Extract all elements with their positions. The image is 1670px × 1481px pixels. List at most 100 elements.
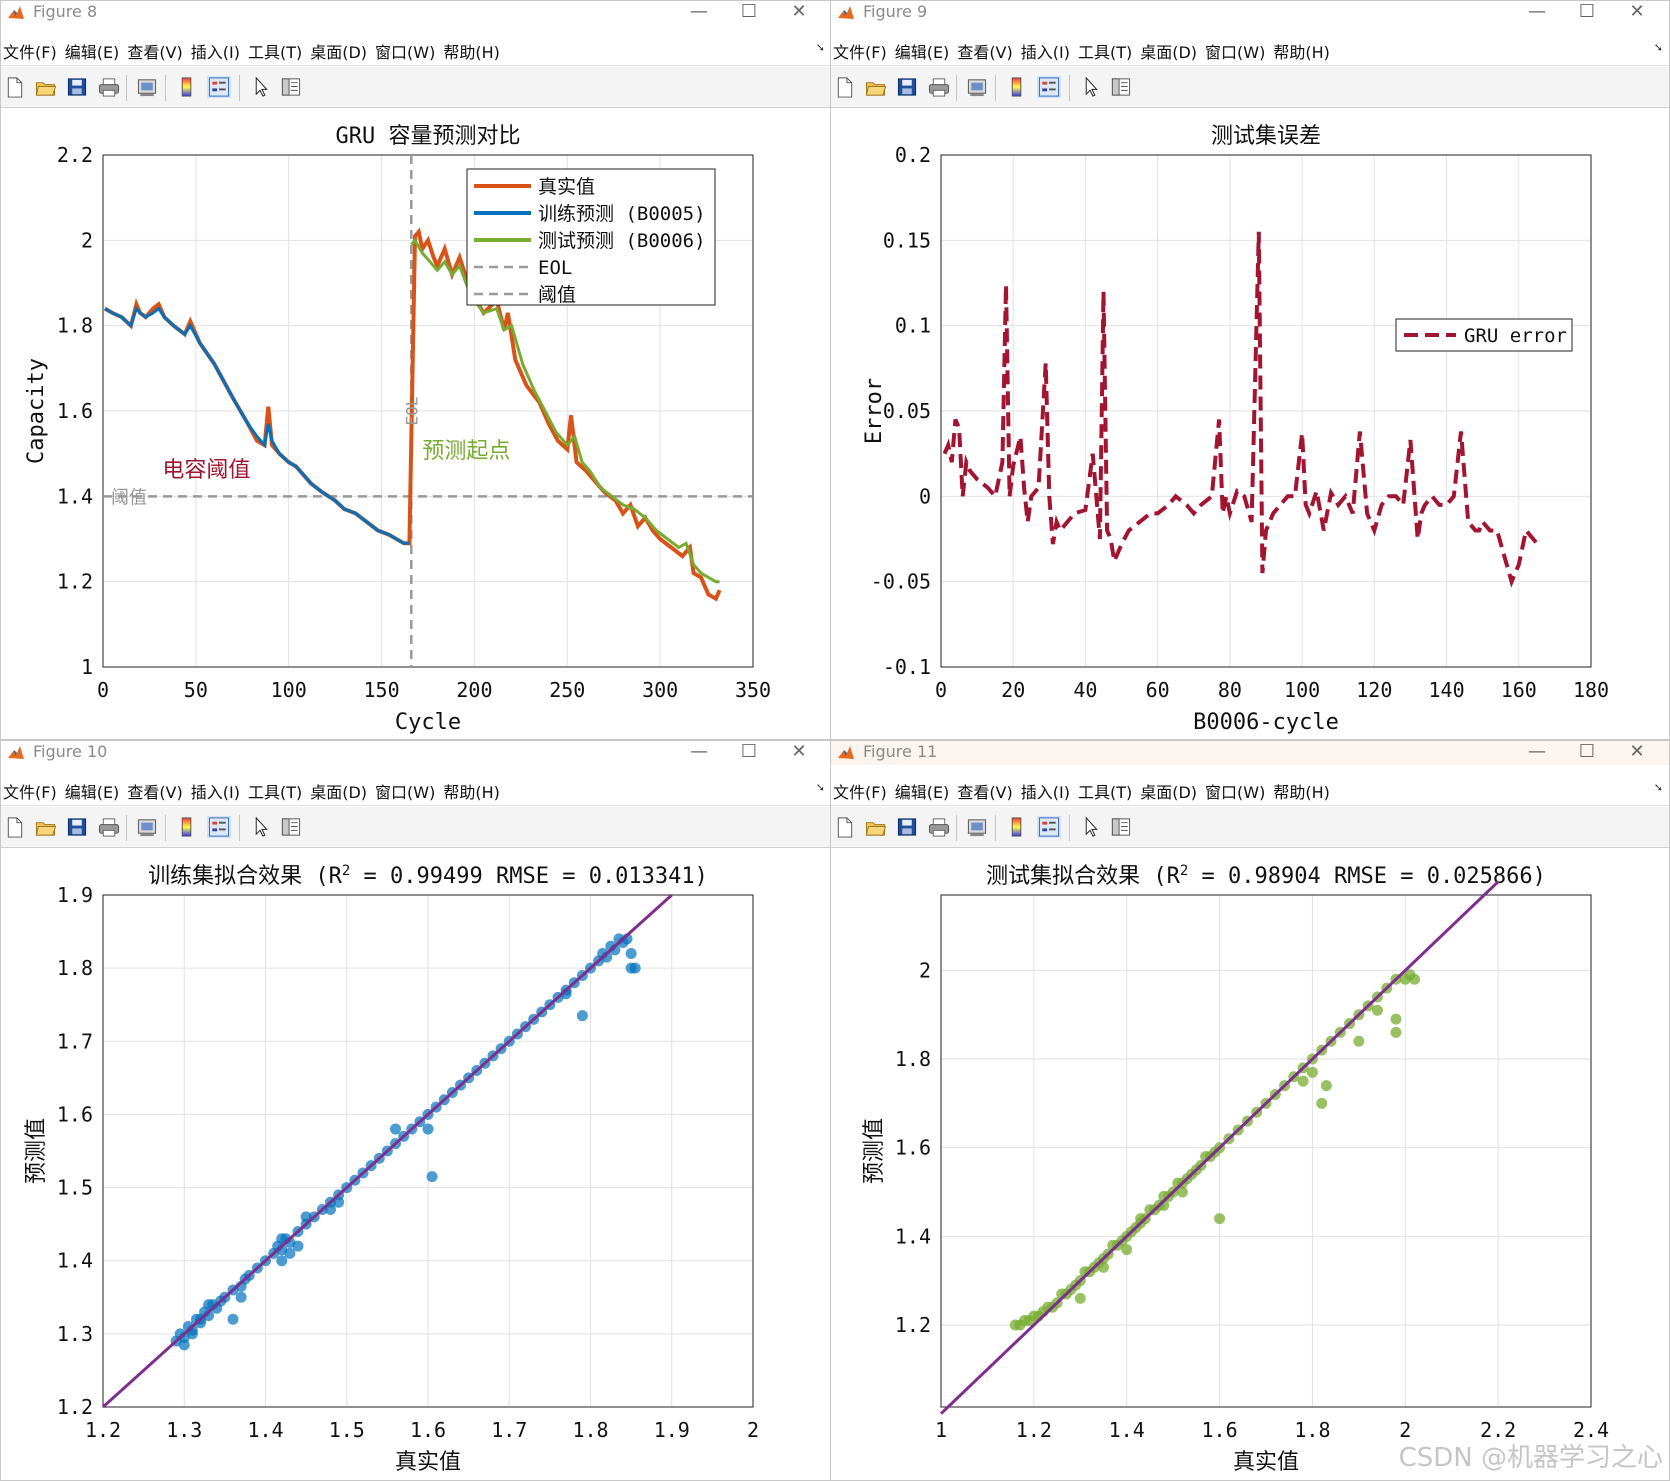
menu-view[interactable]: 查看(V) bbox=[127, 783, 183, 802]
colorbar-icon[interactable] bbox=[175, 816, 199, 838]
menu-insert[interactable]: 插入(I) bbox=[1020, 43, 1070, 62]
open-folder-icon[interactable] bbox=[34, 76, 58, 98]
figure-window-11[interactable]: Figure 11 — ☐ ✕ 文件(F) 编辑(E) 查看(V) 插入(I) 工具(T… bbox=[830, 740, 1670, 1481]
menu-insert[interactable]: 插入(I) bbox=[190, 783, 240, 802]
menu-desktop[interactable]: 桌面(D) bbox=[310, 783, 368, 802]
x-tick-label: 150 bbox=[364, 678, 400, 702]
title-bar[interactable]: Figure 10 — ☐ ✕ bbox=[1, 741, 831, 765]
close-button[interactable]: ✕ bbox=[791, 1, 807, 22]
menu-help[interactable]: 帮助(H) bbox=[1273, 783, 1330, 802]
save-icon[interactable] bbox=[65, 76, 89, 98]
save-icon[interactable] bbox=[895, 816, 919, 838]
menu-tools[interactable]: 工具(T) bbox=[247, 783, 303, 802]
x-tick-label: 1.6 bbox=[410, 1418, 446, 1442]
new-file-icon[interactable] bbox=[3, 816, 27, 838]
colorbar-icon[interactable] bbox=[1005, 76, 1029, 98]
property-inspector-icon[interactable] bbox=[1109, 76, 1133, 98]
property-inspector-icon[interactable] bbox=[1109, 816, 1133, 838]
menu-window[interactable]: 窗口(W) bbox=[375, 783, 436, 802]
data-point bbox=[276, 1255, 288, 1267]
menu-tools[interactable]: 工具(T) bbox=[247, 43, 303, 62]
menu-file[interactable]: 文件(F) bbox=[833, 783, 887, 802]
menu-tools[interactable]: 工具(T) bbox=[1077, 43, 1133, 62]
close-button[interactable]: ✕ bbox=[1629, 741, 1645, 762]
x-tick-label: 1.3 bbox=[166, 1418, 202, 1442]
title-bar[interactable]: Figure 9 — ☐ ✕ bbox=[831, 1, 1669, 25]
menu-edit[interactable]: 编辑(E) bbox=[894, 43, 950, 62]
menu-insert[interactable]: 插入(I) bbox=[190, 43, 240, 62]
print-preview-icon[interactable] bbox=[135, 76, 159, 98]
menu-edit[interactable]: 编辑(E) bbox=[64, 783, 120, 802]
print-icon[interactable] bbox=[927, 816, 951, 838]
menu-window[interactable]: 窗口(W) bbox=[1205, 783, 1266, 802]
close-button[interactable]: ✕ bbox=[791, 741, 807, 762]
open-folder-icon[interactable] bbox=[34, 816, 58, 838]
open-folder-icon[interactable] bbox=[864, 816, 888, 838]
colorbar-icon[interactable] bbox=[175, 76, 199, 98]
close-button[interactable]: ✕ bbox=[1629, 1, 1645, 22]
open-folder-icon[interactable] bbox=[864, 76, 888, 98]
minimize-button[interactable]: — bbox=[1528, 1, 1546, 22]
menu-view[interactable]: 查看(V) bbox=[957, 783, 1013, 802]
save-icon[interactable] bbox=[65, 816, 89, 838]
maximize-button[interactable]: ☐ bbox=[740, 741, 758, 762]
new-file-icon[interactable] bbox=[833, 76, 857, 98]
new-file-icon[interactable] bbox=[833, 816, 857, 838]
title-bar[interactable]: Figure 11 — ☐ ✕ bbox=[831, 741, 1669, 765]
new-file-icon[interactable] bbox=[3, 76, 27, 98]
menu-tools[interactable]: 工具(T) bbox=[1077, 783, 1133, 802]
pointer-arrow-icon[interactable] bbox=[249, 76, 273, 98]
menu-desktop[interactable]: 桌面(D) bbox=[1140, 43, 1198, 62]
data-point bbox=[1390, 1013, 1402, 1025]
menu-desktop[interactable]: 桌面(D) bbox=[1140, 783, 1198, 802]
dock-arrow-icon[interactable]: ➘ bbox=[815, 41, 825, 54]
figure-window-8[interactable]: Figure 8 — ☐ ✕ 文件(F) 编辑(E) 查看(V) 插入(I) 工具(T)… bbox=[0, 0, 832, 740]
menu-help[interactable]: 帮助(H) bbox=[443, 43, 500, 62]
legend-icon[interactable] bbox=[207, 816, 231, 838]
dock-arrow-icon[interactable]: ➘ bbox=[1653, 781, 1663, 794]
figure-window-10[interactable]: Figure 10 — ☐ ✕ 文件(F) 编辑(E) 查看(V) 插入(I) 工具(T… bbox=[0, 740, 832, 1481]
print-preview-icon[interactable] bbox=[965, 76, 989, 98]
menu-edit[interactable]: 编辑(E) bbox=[64, 43, 120, 62]
colorbar-icon[interactable] bbox=[1005, 816, 1029, 838]
menu-view[interactable]: 查看(V) bbox=[127, 43, 183, 62]
menu-edit[interactable]: 编辑(E) bbox=[894, 783, 950, 802]
minimize-button[interactable]: — bbox=[690, 1, 708, 22]
menu-window[interactable]: 窗口(W) bbox=[1205, 43, 1266, 62]
menu-file[interactable]: 文件(F) bbox=[3, 783, 57, 802]
maximize-button[interactable]: ☐ bbox=[1578, 1, 1596, 22]
property-inspector-icon[interactable] bbox=[279, 816, 303, 838]
legend-icon[interactable] bbox=[1037, 816, 1061, 838]
print-preview-icon[interactable] bbox=[965, 816, 989, 838]
dock-arrow-icon[interactable]: ➘ bbox=[815, 781, 825, 794]
print-icon[interactable] bbox=[97, 76, 121, 98]
menu-help[interactable]: 帮助(H) bbox=[443, 783, 500, 802]
dock-arrow-icon[interactable]: ➘ bbox=[1653, 41, 1663, 54]
minimize-button[interactable]: — bbox=[690, 741, 708, 762]
menu-file[interactable]: 文件(F) bbox=[3, 43, 57, 62]
maximize-button[interactable]: ☐ bbox=[1578, 741, 1596, 762]
save-icon[interactable] bbox=[895, 76, 919, 98]
legend-icon[interactable] bbox=[207, 76, 231, 98]
menu-insert[interactable]: 插入(I) bbox=[1020, 783, 1070, 802]
menu-help[interactable]: 帮助(H) bbox=[1273, 43, 1330, 62]
pointer-arrow-icon[interactable] bbox=[1079, 816, 1103, 838]
property-inspector-icon[interactable] bbox=[279, 76, 303, 98]
data-point bbox=[1409, 973, 1421, 985]
pointer-arrow-icon[interactable] bbox=[1079, 76, 1103, 98]
title-bar[interactable]: Figure 8 — ☐ ✕ bbox=[1, 1, 831, 25]
figure-window-9[interactable]: Figure 9 — ☐ ✕ 文件(F) 编辑(E) 查看(V) 插入(I) 工具(T)… bbox=[830, 0, 1670, 740]
menu-file[interactable]: 文件(F) bbox=[833, 43, 887, 62]
menu-desktop[interactable]: 桌面(D) bbox=[310, 43, 368, 62]
x-tick-label: 180 bbox=[1573, 678, 1609, 702]
maximize-button[interactable]: ☐ bbox=[740, 1, 758, 22]
print-icon[interactable] bbox=[927, 76, 951, 98]
pointer-arrow-icon[interactable] bbox=[249, 816, 273, 838]
menu-view[interactable]: 查看(V) bbox=[957, 43, 1013, 62]
menu-window[interactable]: 窗口(W) bbox=[375, 43, 436, 62]
legend-icon[interactable] bbox=[1037, 76, 1061, 98]
y-tick-label: 2 bbox=[81, 228, 93, 252]
minimize-button[interactable]: — bbox=[1528, 741, 1546, 762]
print-preview-icon[interactable] bbox=[135, 816, 159, 838]
print-icon[interactable] bbox=[97, 816, 121, 838]
